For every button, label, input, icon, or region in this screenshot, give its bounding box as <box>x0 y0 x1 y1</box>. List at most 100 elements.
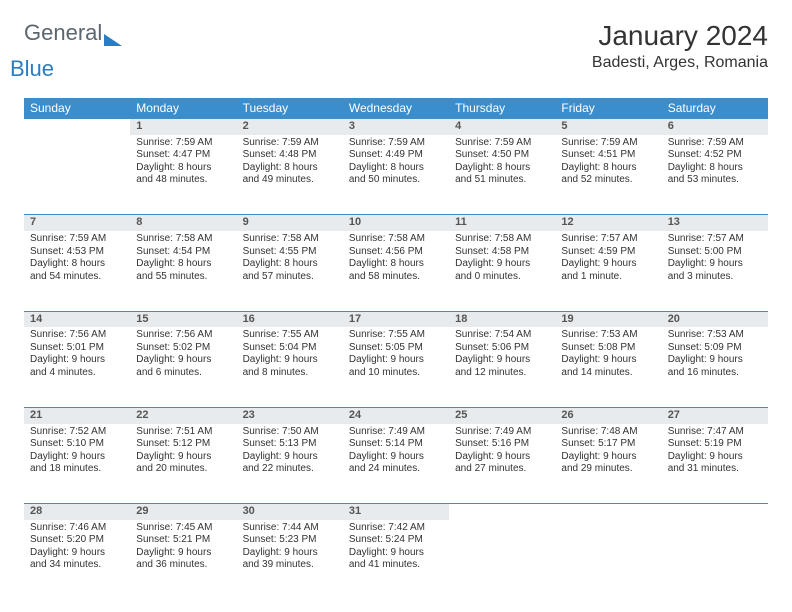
daylight-line: Daylight: 9 hours and 36 minutes. <box>136 547 230 572</box>
day-content-cell <box>449 520 555 600</box>
sunrise-line: Sunrise: 7:51 AM <box>136 426 230 439</box>
sunrise-line: Sunrise: 7:59 AM <box>30 233 124 246</box>
daylight-line: Daylight: 9 hours and 18 minutes. <box>30 451 124 476</box>
day-number-cell: 25 <box>449 407 555 423</box>
sunset-line: Sunset: 5:05 PM <box>349 342 443 355</box>
day-content-cell: Sunrise: 7:59 AMSunset: 4:50 PMDaylight:… <box>449 135 555 215</box>
sunrise-line: Sunrise: 7:49 AM <box>349 426 443 439</box>
day-content-cell: Sunrise: 7:46 AMSunset: 5:20 PMDaylight:… <box>24 520 130 600</box>
day-number-cell: 12 <box>555 215 661 231</box>
weekday-header: Tuesday <box>237 98 343 119</box>
day-number-cell: 19 <box>555 311 661 327</box>
daylight-line: Daylight: 9 hours and 20 minutes. <box>136 451 230 476</box>
sunset-line: Sunset: 4:50 PM <box>455 149 549 162</box>
sunrise-line: Sunrise: 7:57 AM <box>668 233 762 246</box>
logo-text-general: General <box>24 20 102 46</box>
sunset-line: Sunset: 5:04 PM <box>243 342 337 355</box>
sunset-line: Sunset: 4:51 PM <box>561 149 655 162</box>
sunrise-line: Sunrise: 7:59 AM <box>243 137 337 150</box>
sunrise-line: Sunrise: 7:57 AM <box>561 233 655 246</box>
content-row: Sunrise: 7:52 AMSunset: 5:10 PMDaylight:… <box>24 424 768 504</box>
sunset-line: Sunset: 4:49 PM <box>349 149 443 162</box>
daylight-line: Daylight: 8 hours and 49 minutes. <box>243 162 337 187</box>
sunset-line: Sunset: 5:00 PM <box>668 246 762 259</box>
day-number-cell: 11 <box>449 215 555 231</box>
daylight-line: Daylight: 9 hours and 12 minutes. <box>455 354 549 379</box>
day-content-cell: Sunrise: 7:51 AMSunset: 5:12 PMDaylight:… <box>130 424 236 504</box>
day-content-cell: Sunrise: 7:58 AMSunset: 4:55 PMDaylight:… <box>237 231 343 311</box>
sunset-line: Sunset: 5:23 PM <box>243 534 337 547</box>
day-content-cell <box>555 520 661 600</box>
sunset-line: Sunset: 4:48 PM <box>243 149 337 162</box>
content-row: Sunrise: 7:59 AMSunset: 4:47 PMDaylight:… <box>24 135 768 215</box>
sunrise-line: Sunrise: 7:58 AM <box>136 233 230 246</box>
content-row: Sunrise: 7:59 AMSunset: 4:53 PMDaylight:… <box>24 231 768 311</box>
day-number-cell: 26 <box>555 407 661 423</box>
logo: General Blue <box>24 20 122 82</box>
daylight-line: Daylight: 8 hours and 48 minutes. <box>136 162 230 187</box>
day-number-cell <box>662 504 768 520</box>
day-number-cell: 13 <box>662 215 768 231</box>
sunrise-line: Sunrise: 7:58 AM <box>455 233 549 246</box>
daylight-line: Daylight: 9 hours and 3 minutes. <box>668 258 762 283</box>
daylight-line: Daylight: 9 hours and 24 minutes. <box>349 451 443 476</box>
sunrise-line: Sunrise: 7:50 AM <box>243 426 337 439</box>
sunset-line: Sunset: 4:59 PM <box>561 246 655 259</box>
weekday-header-row: SundayMondayTuesdayWednesdayThursdayFrid… <box>24 98 768 119</box>
daylight-line: Daylight: 8 hours and 55 minutes. <box>136 258 230 283</box>
day-number-cell: 7 <box>24 215 130 231</box>
day-number-cell: 5 <box>555 119 661 135</box>
weekday-header: Thursday <box>449 98 555 119</box>
daylight-line: Daylight: 9 hours and 8 minutes. <box>243 354 337 379</box>
sunset-line: Sunset: 5:12 PM <box>136 438 230 451</box>
day-number-cell: 21 <box>24 407 130 423</box>
daynum-row: 21222324252627 <box>24 407 768 423</box>
day-number-cell: 3 <box>343 119 449 135</box>
sunrise-line: Sunrise: 7:59 AM <box>349 137 443 150</box>
day-content-cell: Sunrise: 7:59 AMSunset: 4:48 PMDaylight:… <box>237 135 343 215</box>
day-content-cell: Sunrise: 7:53 AMSunset: 5:09 PMDaylight:… <box>662 327 768 407</box>
day-number-cell <box>24 119 130 135</box>
daylight-line: Daylight: 8 hours and 54 minutes. <box>30 258 124 283</box>
sunset-line: Sunset: 5:16 PM <box>455 438 549 451</box>
day-content-cell: Sunrise: 7:48 AMSunset: 5:17 PMDaylight:… <box>555 424 661 504</box>
daylight-line: Daylight: 8 hours and 51 minutes. <box>455 162 549 187</box>
day-content-cell: Sunrise: 7:45 AMSunset: 5:21 PMDaylight:… <box>130 520 236 600</box>
daylight-line: Daylight: 9 hours and 41 minutes. <box>349 547 443 572</box>
day-content-cell: Sunrise: 7:44 AMSunset: 5:23 PMDaylight:… <box>237 520 343 600</box>
sunset-line: Sunset: 5:21 PM <box>136 534 230 547</box>
sunrise-line: Sunrise: 7:53 AM <box>668 329 762 342</box>
logo-text-blue: Blue <box>10 56 54 82</box>
day-content-cell: Sunrise: 7:58 AMSunset: 4:54 PMDaylight:… <box>130 231 236 311</box>
sunset-line: Sunset: 4:55 PM <box>243 246 337 259</box>
daylight-line: Daylight: 9 hours and 6 minutes. <box>136 354 230 379</box>
daynum-row: 123456 <box>24 119 768 135</box>
day-content-cell: Sunrise: 7:57 AMSunset: 5:00 PMDaylight:… <box>662 231 768 311</box>
day-content-cell: Sunrise: 7:57 AMSunset: 4:59 PMDaylight:… <box>555 231 661 311</box>
calendar-body: 123456Sunrise: 7:59 AMSunset: 4:47 PMDay… <box>24 119 768 600</box>
sunset-line: Sunset: 5:13 PM <box>243 438 337 451</box>
daylight-line: Daylight: 9 hours and 10 minutes. <box>349 354 443 379</box>
sunrise-line: Sunrise: 7:56 AM <box>30 329 124 342</box>
weekday-header: Wednesday <box>343 98 449 119</box>
daylight-line: Daylight: 9 hours and 31 minutes. <box>668 451 762 476</box>
sunset-line: Sunset: 5:02 PM <box>136 342 230 355</box>
day-content-cell: Sunrise: 7:53 AMSunset: 5:08 PMDaylight:… <box>555 327 661 407</box>
sunrise-line: Sunrise: 7:46 AM <box>30 522 124 535</box>
sunrise-line: Sunrise: 7:56 AM <box>136 329 230 342</box>
day-content-cell: Sunrise: 7:55 AMSunset: 5:04 PMDaylight:… <box>237 327 343 407</box>
header: General Blue January 2024 Badesti, Arges… <box>24 20 768 82</box>
sunset-line: Sunset: 4:56 PM <box>349 246 443 259</box>
day-number-cell: 24 <box>343 407 449 423</box>
weekday-header: Friday <box>555 98 661 119</box>
day-number-cell: 22 <box>130 407 236 423</box>
day-number-cell: 2 <box>237 119 343 135</box>
day-number-cell: 29 <box>130 504 236 520</box>
day-number-cell <box>449 504 555 520</box>
content-row: Sunrise: 7:46 AMSunset: 5:20 PMDaylight:… <box>24 520 768 600</box>
day-number-cell: 16 <box>237 311 343 327</box>
day-content-cell: Sunrise: 7:59 AMSunset: 4:49 PMDaylight:… <box>343 135 449 215</box>
sunrise-line: Sunrise: 7:49 AM <box>455 426 549 439</box>
weekday-header: Monday <box>130 98 236 119</box>
sunrise-line: Sunrise: 7:53 AM <box>561 329 655 342</box>
